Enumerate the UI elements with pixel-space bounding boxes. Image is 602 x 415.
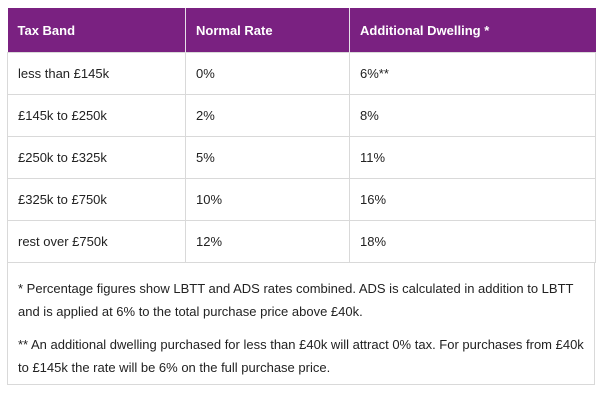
header-additional-dwelling: Additional Dwelling *: [349, 8, 596, 53]
additional-dwelling-cell: 8%: [349, 94, 596, 137]
table-header-row: Tax Band Normal Rate Additional Dwelling…: [7, 8, 596, 53]
normal-rate-cell: 12%: [185, 220, 350, 263]
header-tax-band: Tax Band: [7, 8, 186, 53]
table-row: rest over £750k 12% 18%: [7, 220, 596, 263]
tax-band-cell: £250k to £325k: [7, 136, 186, 179]
additional-dwelling-cell: 18%: [349, 220, 596, 263]
tax-band-cell: rest over £750k: [7, 220, 186, 263]
table-row: £250k to £325k 5% 11%: [7, 136, 596, 179]
header-normal-rate: Normal Rate: [185, 8, 350, 53]
normal-rate-cell: 5%: [185, 136, 350, 179]
tax-rates-table: Tax Band Normal Rate Additional Dwelling…: [7, 8, 596, 263]
normal-rate-cell: 2%: [185, 94, 350, 137]
additional-dwelling-cell: 11%: [349, 136, 596, 179]
footnote-low-value-dwelling: ** An additional dwelling purchased for …: [18, 337, 584, 375]
footnote-combined-rates: * Percentage figures show LBTT and ADS r…: [18, 281, 574, 319]
table-row: less than £145k 0% 6%**: [7, 52, 596, 95]
additional-dwelling-cell: 16%: [349, 178, 596, 221]
normal-rate-cell: 0%: [185, 52, 350, 95]
normal-rate-cell: 10%: [185, 178, 350, 221]
additional-dwelling-cell: 6%**: [349, 52, 596, 95]
table-row: £145k to £250k 2% 8%: [7, 94, 596, 137]
footnotes: * Percentage figures show LBTT and ADS r…: [7, 263, 595, 385]
tax-rates-panel: Tax Band Normal Rate Additional Dwelling…: [7, 8, 596, 385]
tax-band-cell: £145k to £250k: [7, 94, 186, 137]
tax-band-cell: less than £145k: [7, 52, 186, 95]
table-row: £325k to £750k 10% 16%: [7, 178, 596, 221]
tax-band-cell: £325k to £750k: [7, 178, 186, 221]
